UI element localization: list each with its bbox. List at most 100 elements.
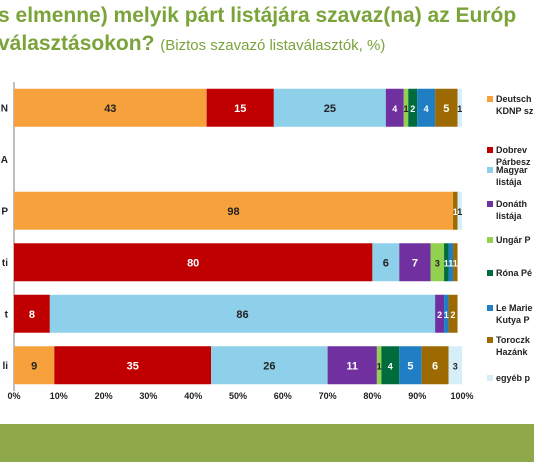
legend-label: Róna Pé: [496, 268, 533, 278]
bar-segment: [408, 88, 418, 127]
data-label: 1: [444, 258, 449, 268]
title-subtitle: (Biztos szavazó listaválasztók, %): [160, 37, 386, 54]
bar-segment: [453, 243, 458, 282]
bar-segment: [273, 88, 386, 127]
data-label: 6: [432, 360, 438, 372]
bar-segment: [206, 88, 274, 127]
legend-label: Magyar listája: [496, 165, 528, 187]
bar-segment: [399, 243, 431, 282]
legend-label: Toroczk Hazánk: [496, 335, 530, 357]
x-tick-label: 20%: [95, 391, 113, 401]
legend-label: Ungár P: [496, 235, 531, 245]
data-label: 2: [451, 310, 456, 320]
data-label: 98: [227, 206, 239, 218]
bar-segment: [448, 294, 458, 333]
x-tick-label: 30%: [139, 391, 157, 401]
legend-label: Dobrev Párbesz: [496, 145, 531, 167]
title-main: választásokon?: [0, 32, 155, 55]
data-label: 9: [31, 360, 37, 372]
data-label: 1: [453, 258, 458, 268]
bar-segment: [435, 88, 458, 127]
bar-segment: [457, 191, 462, 230]
x-tick-label: 50%: [229, 391, 247, 401]
bar-segment: [14, 88, 207, 127]
data-label: 3: [435, 258, 440, 268]
bar-segment: [453, 191, 458, 230]
data-label: 3: [453, 361, 458, 371]
data-label: 4: [388, 361, 393, 371]
x-tick-label: 0%: [7, 391, 20, 401]
bar-segment: [457, 88, 462, 127]
data-label: 1: [403, 104, 408, 114]
data-label: 5: [443, 103, 449, 115]
bar-segment: [14, 346, 55, 385]
bar-segment: [54, 346, 212, 385]
category-label: ti: [2, 258, 8, 269]
bar-segment: [435, 294, 445, 333]
bar-segment: [211, 346, 328, 385]
data-label: 35: [127, 360, 139, 372]
legend-swatch: [487, 167, 493, 173]
data-label: 6: [383, 257, 389, 269]
footer-band: [0, 424, 534, 462]
legend-swatch: [487, 201, 493, 207]
x-tick-label: 90%: [408, 391, 426, 401]
legend-swatch: [487, 337, 493, 343]
title-line-2: választásokon? (Biztos szavazó listavála…: [0, 32, 385, 56]
category-label: li: [2, 361, 8, 372]
data-label: 7: [412, 257, 418, 269]
legend-swatch: [487, 375, 493, 381]
legend-swatch: [487, 305, 493, 311]
data-label: 1: [457, 104, 462, 114]
legend-swatch: [487, 96, 493, 102]
legend-label: egyéb p: [496, 373, 531, 383]
bar-segment: [399, 346, 422, 385]
data-label: 4: [424, 104, 429, 114]
bar-segment: [448, 243, 454, 282]
data-label: 11: [346, 360, 358, 372]
bar-segment: [430, 243, 445, 282]
data-label: 1: [444, 310, 449, 320]
data-label: 2: [410, 104, 415, 114]
data-label: 5: [407, 360, 413, 372]
bar-segment: [417, 88, 436, 127]
bar-segment: [444, 294, 449, 333]
x-tick-label: 80%: [363, 391, 381, 401]
bar-segment: [403, 88, 409, 127]
bar-segment: [421, 346, 449, 385]
stacked-bar-chart: 0% 10% 20% 30% 40% 50% 60% 70% 80% 90% 100%N 43 15 25…: [1, 82, 474, 401]
bar-segment: [327, 346, 377, 385]
bar-segment: [14, 243, 373, 282]
legend-label: Donáth listája: [496, 199, 527, 221]
data-label: 2: [437, 310, 442, 320]
data-label: 8: [29, 309, 35, 321]
data-label: 1: [453, 207, 458, 217]
legend-label: Deutsch KDNP sz: [496, 94, 534, 116]
category-label: P: [1, 206, 8, 217]
bar-segment: [381, 346, 400, 385]
bar-segment: [372, 243, 400, 282]
bar-segment: [49, 294, 436, 333]
data-label: 15: [234, 103, 246, 115]
data-label: 4: [392, 104, 397, 114]
x-tick-label: 100%: [450, 391, 473, 401]
bar-segment: [14, 191, 454, 230]
x-tick-label: 70%: [319, 391, 337, 401]
category-label: A: [1, 155, 8, 166]
category-label: N: [1, 103, 8, 114]
bar-segment: [385, 88, 404, 127]
bar-segment: [444, 243, 449, 282]
category-label: t: [5, 309, 9, 320]
legend-swatch: [487, 237, 493, 243]
data-label: 43: [104, 103, 116, 115]
data-label: 26: [263, 360, 275, 372]
bar-segment: [448, 346, 462, 385]
chart-title: s elmenne) melyik párt listájára szavaz(…: [0, 0, 534, 62]
data-label: 1: [448, 258, 453, 268]
x-tick-label: 60%: [274, 391, 292, 401]
data-label: 80: [187, 257, 199, 269]
data-label: 1: [457, 207, 462, 217]
bar-segment: [376, 346, 382, 385]
data-label: 1: [377, 361, 382, 371]
data-label: 25: [324, 103, 336, 115]
